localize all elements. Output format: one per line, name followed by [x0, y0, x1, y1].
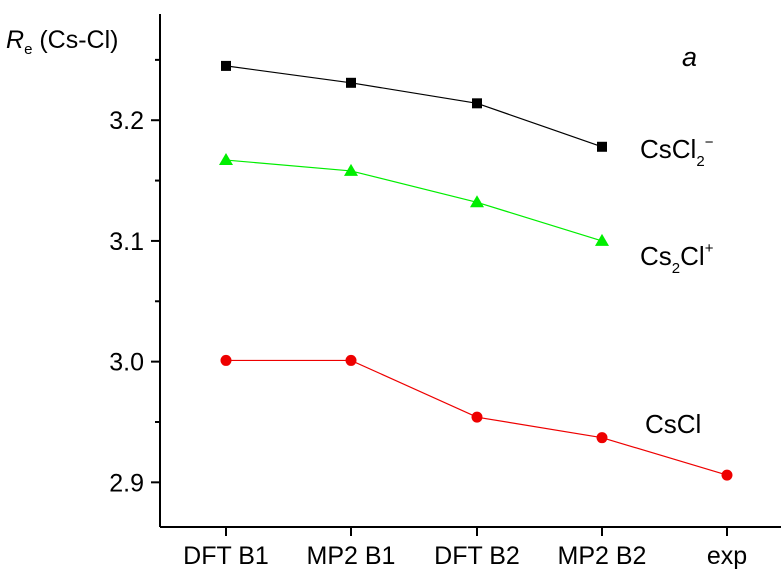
- data-point: [344, 163, 358, 176]
- y-tick-label: 3.0: [109, 349, 144, 377]
- data-point: [346, 77, 356, 88]
- series-label-subscript: 2: [672, 260, 680, 277]
- series-label-2: Cs2Cl+: [640, 240, 714, 277]
- series-label-superscript: −: [705, 134, 714, 151]
- series-label-superscript: +: [705, 240, 714, 257]
- data-point: [220, 354, 232, 366]
- series-label-base: CsCl: [640, 134, 696, 164]
- y-tick-label: 3.2: [109, 107, 144, 135]
- x-tick-label: DFT B2: [434, 542, 520, 570]
- data-point: [721, 469, 733, 481]
- series-label-3: CsCl: [645, 409, 701, 439]
- series-labels: CsCl2−Cs2Cl+CsCl: [640, 134, 714, 439]
- x-tick-label: MP2 B2: [558, 542, 647, 570]
- series-2: [219, 153, 609, 246]
- y-axis-label-subscript: e: [24, 41, 32, 58]
- data-point: [471, 411, 483, 423]
- series-label-text: Cl: [680, 241, 705, 271]
- data-point: [595, 233, 609, 246]
- data-point: [472, 98, 482, 109]
- y-axis-label-rest: (Cs-Cl): [32, 26, 118, 54]
- y-tick-label: 2.9: [109, 469, 144, 497]
- data-point: [221, 60, 231, 71]
- series-line: [225, 159, 603, 242]
- series-label-base: Cs: [640, 241, 672, 271]
- data-point: [345, 354, 357, 366]
- y-axis-label: Re (Cs-Cl): [6, 26, 119, 58]
- series-label-subscript: 2: [696, 153, 704, 170]
- series-layer: [219, 60, 733, 481]
- x-tick-label: exp: [707, 542, 747, 570]
- panel-letter: a: [682, 42, 697, 72]
- data-point: [470, 195, 484, 208]
- data-point: [219, 153, 233, 166]
- series-1: [221, 60, 607, 152]
- series-label-base: CsCl: [645, 409, 701, 439]
- y-tick-label: 3.1: [109, 228, 144, 256]
- y-axis-label-main: R: [6, 26, 24, 54]
- series-3: [220, 354, 733, 481]
- series-line: [225, 65, 603, 148]
- series-label-1: CsCl2−: [640, 134, 714, 170]
- x-tick-label: MP2 B1: [307, 542, 396, 570]
- data-point: [596, 432, 608, 444]
- data-point: [597, 141, 607, 152]
- x-tick-label: DFT B1: [183, 542, 269, 570]
- svg-text:Re (Cs-Cl): Re (Cs-Cl): [6, 26, 119, 58]
- axes: 2.9 3.0 3.1 3.2 DFT B1 MP2 B1 DFT B2 MP2 B2 exp: [109, 14, 781, 570]
